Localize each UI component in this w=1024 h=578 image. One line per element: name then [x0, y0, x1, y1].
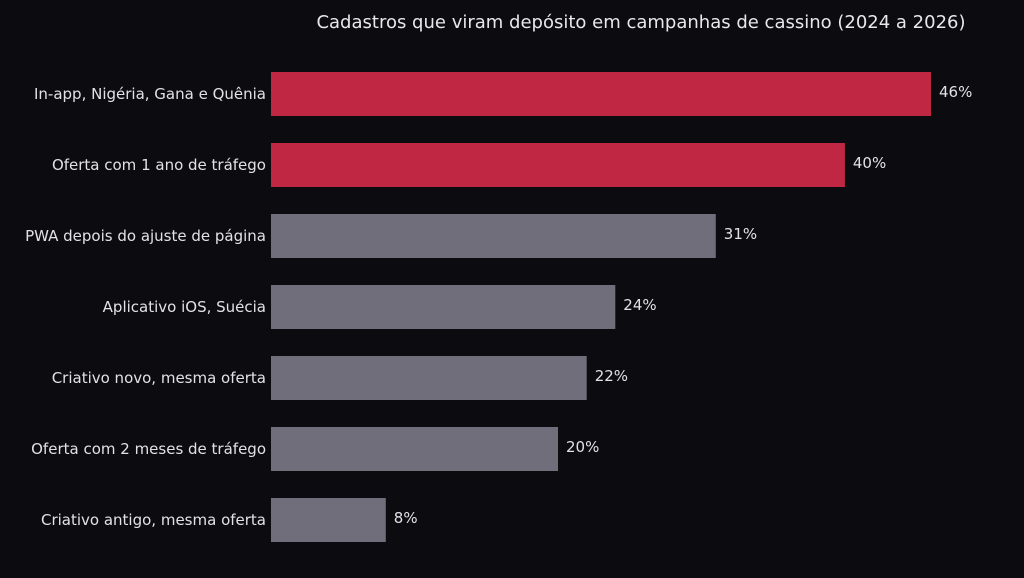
category-label-3: PWA depois do ajuste de página	[25, 227, 266, 245]
value-label-4: 24%	[623, 296, 656, 314]
bars-group: In-app, Nigéria, Gana e Quênia 46% Oferta …	[25, 72, 972, 542]
value-label-5: 22%	[595, 367, 628, 385]
bar-7	[271, 498, 386, 542]
value-label-3: 31%	[724, 225, 757, 243]
bar-6	[271, 427, 558, 471]
category-label-2: Oferta com 1 ano de tráfego	[52, 156, 266, 174]
category-label-1: In-app, Nigéria, Gana e Quênia	[34, 85, 266, 103]
bar-5	[271, 356, 587, 400]
bar-3	[271, 214, 716, 258]
bar-4	[271, 285, 616, 329]
value-label-1: 46%	[939, 83, 972, 101]
category-label-6: Oferta com 2 meses de tráfego	[31, 440, 266, 458]
value-label-6: 20%	[566, 438, 599, 456]
chart-title: Cadastros que viram depósito em campanha…	[316, 12, 965, 33]
category-label-4: Aplicativo iOS, Suécia	[103, 298, 266, 316]
value-label-7: 8%	[394, 509, 418, 527]
value-label-2: 40%	[853, 154, 886, 172]
bar-2	[271, 143, 845, 187]
category-label-7: Criativo antigo, mesma oferta	[41, 511, 266, 529]
category-label-5: Criativo novo, mesma oferta	[52, 369, 266, 387]
bar-1	[271, 72, 931, 116]
